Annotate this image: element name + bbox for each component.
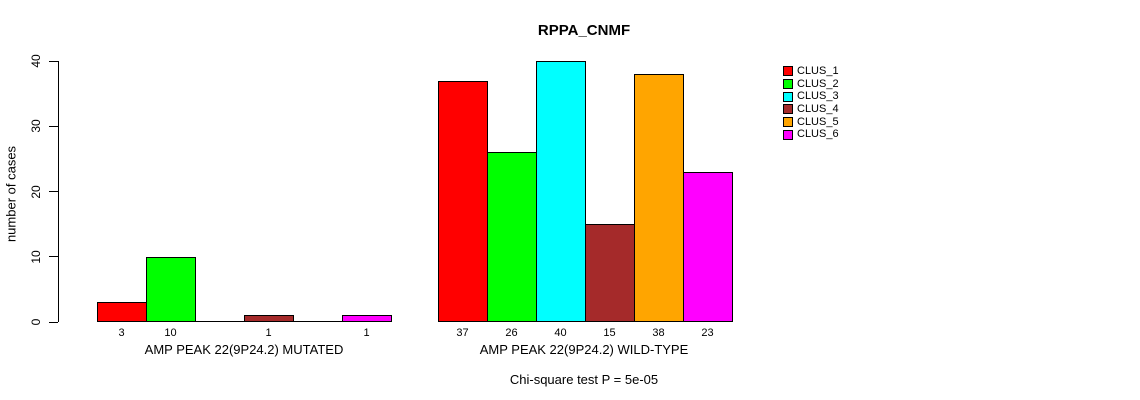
value-label: 3 [118, 327, 125, 339]
value-label: 1 [265, 327, 272, 339]
value-label: 37 [456, 327, 469, 339]
legend-item-clus_5: CLUS_5 [783, 116, 839, 129]
value-label: 26 [505, 327, 518, 339]
bar-clus_4 [244, 315, 294, 322]
bar-clus_1 [97, 302, 147, 322]
legend-label: CLUS_6 [797, 128, 839, 141]
group-label-wildtype: AMP PEAK 22(9P24.2) WILD-TYPE [479, 342, 689, 357]
group-label-mutated: AMP PEAK 22(9P24.2) MUTATED [144, 342, 344, 357]
value-label: 38 [652, 327, 665, 339]
legend-label: CLUS_4 [797, 102, 839, 115]
y-tick-mark-30 [49, 125, 58, 127]
legend-label: CLUS_3 [797, 90, 839, 103]
legend-item-clus_6: CLUS_6 [783, 128, 839, 141]
bar-clus_6 [342, 315, 392, 322]
legend-swatch-icon [783, 79, 793, 90]
bar-clus_6 [683, 172, 733, 322]
y-tick-mark-0 [49, 321, 58, 323]
value-label: 10 [164, 327, 177, 339]
bar-clus_3 [536, 61, 586, 322]
value-label: 1 [363, 327, 370, 339]
y-tick-label-10: 10 [29, 250, 43, 264]
legend-swatch-icon [783, 91, 793, 102]
chart-title: RPPA_CNMF [537, 22, 631, 39]
legend-item-clus_2: CLUS_2 [783, 78, 839, 91]
value-label: 40 [554, 327, 567, 339]
y-axis-label: number of cases [3, 145, 19, 243]
legend-label: CLUS_5 [797, 115, 839, 128]
bar-clus_4 [585, 224, 635, 322]
legend-swatch-icon [783, 117, 793, 128]
y-tick-label-0: 0 [29, 318, 43, 326]
legend-item-clus_3: CLUS_3 [783, 90, 839, 103]
legend-label: CLUS_2 [797, 77, 839, 90]
bar-clus_2 [146, 257, 196, 322]
y-tick-label-30: 30 [29, 119, 43, 133]
chi-square-annotation: Chi-square test P = 5e-05 [509, 372, 659, 387]
legend-label: CLUS_1 [797, 64, 839, 77]
legend-swatch-icon [783, 66, 793, 77]
y-tick-label-20: 20 [29, 184, 43, 199]
legend-item-clus_1: CLUS_1 [783, 65, 839, 78]
y-tick-mark-40 [49, 60, 58, 62]
legend: CLUS_1 CLUS_2 CLUS_3 CLUS_4 CLUS_5 CLUS_6 [783, 65, 839, 141]
y-axis-line [58, 61, 59, 322]
legend-swatch-icon [783, 104, 793, 115]
legend-item-clus_4: CLUS_4 [783, 103, 839, 116]
bar-clus_1 [438, 81, 488, 322]
legend-swatch-icon [783, 129, 793, 140]
value-label: 15 [603, 327, 616, 339]
bar-clus_5 [634, 74, 684, 322]
y-tick-mark-10 [49, 256, 58, 258]
y-tick-mark-20 [49, 191, 58, 192]
value-label: 23 [701, 327, 714, 339]
y-tick-label-40: 40 [29, 54, 43, 68]
bar-clus_2 [487, 152, 537, 322]
